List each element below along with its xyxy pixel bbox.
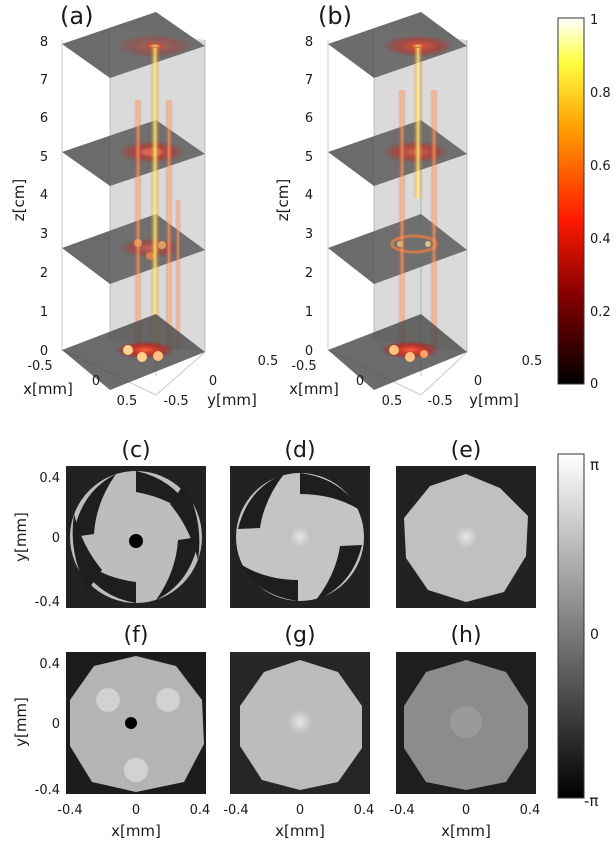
colorbar-tick: 0 [590,627,599,643]
x-tick: -0.4 [389,803,414,818]
x-tick: 0.4 [190,803,211,818]
x-tick: 0 [296,803,304,818]
phase-spiral-arms [72,471,200,603]
phase-colorbar: π 0 -π [557,453,599,810]
panel-f: (f) [66,623,206,794]
x-tick: -0.5 [27,359,52,374]
x-axis-f: -0.4 0 0.4 x[mm] [57,803,210,840]
panel-a: (a) [10,2,278,409]
y-axis-label: y[mm] [12,512,30,562]
panel-label: (a) [60,2,93,30]
colorbar-tick: 0.8 [590,86,611,101]
panel-label: (c) [121,438,150,463]
x-tick: 0.4 [520,803,541,818]
z-tick: 1 [40,305,48,320]
z-tick: 4 [305,188,313,203]
x-tick: 0.5 [382,394,403,409]
panel-c: (c) [66,438,206,608]
slice-z0 [328,314,467,390]
x-tick: 0 [356,374,364,389]
x-axis-label: x[mm] [441,822,491,840]
panel-label: (h) [450,623,481,648]
z-tick: 2 [40,266,48,281]
x-axis-label: x[mm] [23,380,73,398]
y-tick: -0.4 [35,783,60,798]
x-tick: 0.4 [354,803,375,818]
colorbar-tick: 0.6 [590,159,611,174]
z-tick: 3 [40,227,48,242]
colorbar-tick: 0.2 [590,305,611,320]
z-tick: 3 [305,227,313,242]
panel-label: (e) [451,438,482,463]
y-axis-label: y[mm] [12,697,30,747]
z-tick: 5 [40,150,48,165]
z-tick: 7 [305,73,313,88]
x-axis-label: x[mm] [275,822,325,840]
y-tick: 0 [209,374,217,389]
x-axis-label: x[mm] [289,380,339,398]
panel-label: (f) [124,623,149,648]
x-tick: 0 [92,374,100,389]
y-tick: -0.5 [163,394,188,409]
colorbar-tick: 0.4 [590,232,611,247]
phase-y-ticks-row1: 0.4 0 -0.4 [35,471,60,610]
z-tick: 8 [305,35,313,50]
y-tick: -0.4 [35,595,60,610]
x-tick: -0.4 [223,803,248,818]
z-ticks: 0 1 2 3 4 5 6 7 8 [40,35,48,359]
colorbar-tick: π [590,456,599,474]
panel-label: (d) [284,438,315,463]
x-tick: -0.5 [291,359,316,374]
z-tick: 6 [40,111,48,126]
y-tick: 0 [52,717,60,732]
x-tick: 0.5 [117,394,138,409]
z-ticks: 0 1 2 3 4 5 6 7 8 [305,35,313,359]
panel-h: (h) [396,623,536,794]
y-axis-label: y[mm] [207,391,257,409]
panel-b: (b) [274,2,542,409]
slice-z8 [328,12,467,78]
y-tick: 0.4 [39,471,60,486]
colorbar-tick: 1 [590,13,598,28]
z-tick: 7 [40,73,48,88]
y-axis-label: y[mm] [469,391,519,409]
x-tick: -0.4 [57,803,82,818]
intensity-colorbar: 0 0.2 0.4 0.6 0.8 1 [557,13,611,392]
panel-label: (b) [318,2,352,30]
phase-y-ticks-row2: 0.4 0 -0.4 [35,657,60,798]
panel-d: (d) [230,438,370,608]
z-tick: 0 [305,344,313,359]
y-tick: 0 [474,374,482,389]
x-tick: 0 [462,803,470,818]
phase-spiral-arms [238,473,362,601]
panel-g: (g) [230,623,370,794]
y-tick: 0.5 [258,354,279,369]
x-axis-g: -0.4 0 0.4 x[mm] [223,803,374,840]
z-tick: 4 [40,188,48,203]
z-tick: 0 [40,344,48,359]
colorbar-tick: 0 [590,377,598,392]
beams [398,48,438,350]
z-tick: 2 [305,266,313,281]
y-tick: -0.5 [427,394,452,409]
beams [134,48,181,350]
colorbar-tick: -π [584,792,598,810]
panel-e: (e) [396,438,536,608]
x-axis-label: x[mm] [111,822,161,840]
y-tick: 0.5 [522,354,543,369]
x-tick: 0 [132,803,140,818]
z-axis-label: z[cm] [10,179,28,221]
z-tick: 8 [40,35,48,50]
x-axis-h: -0.4 0 0.4 x[mm] [389,803,540,840]
z-tick: 5 [305,150,313,165]
z-axis-label: z[cm] [274,179,292,221]
z-tick: 1 [305,305,313,320]
slice-z0 [62,314,205,390]
y-tick: 0.4 [39,657,60,672]
panel-label: (g) [284,623,315,648]
y-tick: 0 [52,531,60,546]
z-tick: 6 [305,111,313,126]
